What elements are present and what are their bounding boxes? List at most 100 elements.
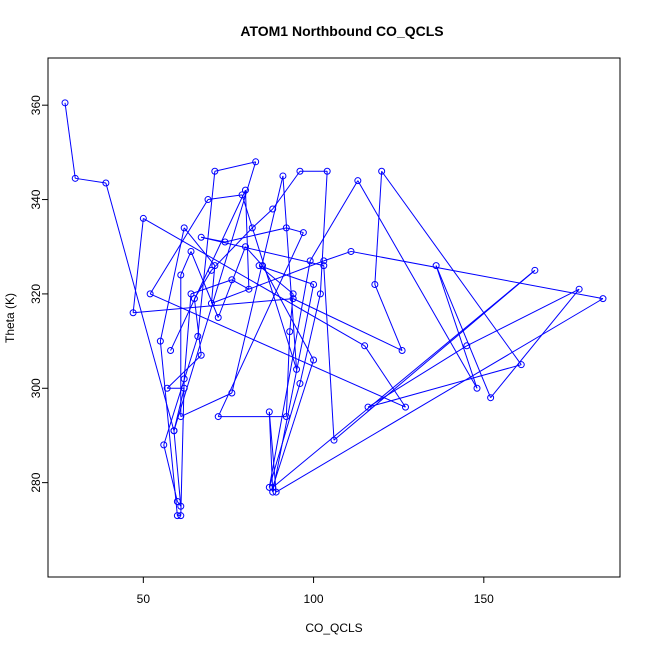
series-lines (64, 102, 604, 517)
data-point (167, 347, 175, 355)
data-point (330, 436, 338, 444)
chart-title: ATOM1 Northbound CO_QCLS (240, 23, 443, 39)
data-point (269, 205, 277, 213)
series-segment (381, 170, 522, 365)
series-segment (289, 293, 294, 332)
y-axis-label: Theta (K) (3, 293, 17, 343)
y-tick-label: 360 (29, 95, 43, 115)
data-point (139, 214, 147, 222)
data-point (575, 285, 583, 293)
series-segment (333, 269, 536, 441)
series-segment (159, 227, 185, 342)
series-segment (262, 265, 315, 361)
data-point (282, 413, 290, 421)
data-point (221, 238, 229, 246)
series-segment (180, 251, 192, 276)
series-segment (285, 331, 291, 417)
data-point (316, 290, 324, 298)
series-segment (211, 260, 324, 304)
data-point (241, 243, 249, 251)
data-point (248, 224, 256, 232)
series-segment (323, 250, 352, 262)
data-point (190, 295, 198, 303)
series-segment (224, 227, 287, 243)
data-point (156, 337, 164, 345)
data-point (299, 229, 307, 237)
data-point (177, 413, 185, 421)
data-point (71, 174, 79, 182)
y-tick-label: 340 (29, 189, 43, 209)
series-segment (180, 392, 233, 418)
series-segment (282, 175, 298, 370)
series-segment (173, 161, 257, 431)
data-point (265, 483, 273, 491)
data-point (173, 512, 181, 520)
series-segment (149, 293, 406, 408)
series-segment (374, 171, 383, 285)
data-point (163, 384, 171, 392)
data-point (180, 224, 188, 232)
series-segment (75, 177, 106, 184)
series-segment (268, 411, 277, 493)
series-segment (197, 171, 216, 337)
data-point (296, 380, 304, 388)
series-segment (143, 217, 365, 347)
series-segment (241, 194, 298, 370)
x-tick-label: 100 (304, 592, 324, 606)
data-point (160, 441, 168, 449)
y-tick-label: 300 (29, 378, 43, 398)
x-tick-label: 150 (474, 592, 494, 606)
data-point (129, 309, 137, 317)
data-point (487, 394, 495, 402)
data-point (354, 177, 362, 185)
data-point (207, 266, 215, 274)
data-point (279, 172, 287, 180)
data-point (214, 314, 222, 321)
series-segment (64, 102, 76, 179)
series-segment (299, 293, 321, 384)
series-segment (180, 378, 185, 516)
series-segment (190, 251, 219, 318)
data-point (173, 498, 181, 506)
data-point (187, 290, 195, 298)
data-point (463, 342, 471, 350)
series-segment (217, 232, 304, 417)
x-tick-label: 50 (137, 592, 151, 606)
series-segment (350, 250, 604, 300)
series-segment (466, 288, 580, 347)
data-point (214, 413, 222, 421)
series-segment (231, 175, 284, 394)
series-segment (149, 199, 209, 295)
series-segment (272, 170, 301, 210)
data-point (241, 186, 249, 194)
series-segment (166, 354, 202, 389)
data-point (102, 179, 110, 187)
data-point (61, 99, 69, 107)
series-segment (272, 269, 536, 488)
data-point (310, 280, 318, 288)
plot-frame (47, 57, 621, 578)
data-point (180, 375, 188, 383)
data-point (177, 512, 185, 520)
data-point (473, 384, 481, 392)
series-segment (214, 161, 256, 172)
series-segment (132, 218, 144, 313)
series-segment (319, 171, 328, 294)
data-point (320, 257, 328, 265)
series-segment (374, 284, 403, 351)
data-point (398, 347, 406, 355)
data-point (180, 384, 188, 392)
series-points (61, 99, 607, 520)
series-segment (268, 411, 274, 493)
data-point (517, 361, 525, 369)
data-point (320, 262, 328, 270)
data-point (269, 483, 277, 491)
data-point (272, 488, 280, 496)
data-point (177, 271, 185, 279)
data-point (361, 342, 369, 350)
series-segment (490, 288, 580, 399)
data-point (306, 257, 314, 265)
data-point (228, 389, 236, 397)
data-point (187, 247, 195, 255)
y-axis: 280 300 320 340 360 (29, 95, 48, 493)
